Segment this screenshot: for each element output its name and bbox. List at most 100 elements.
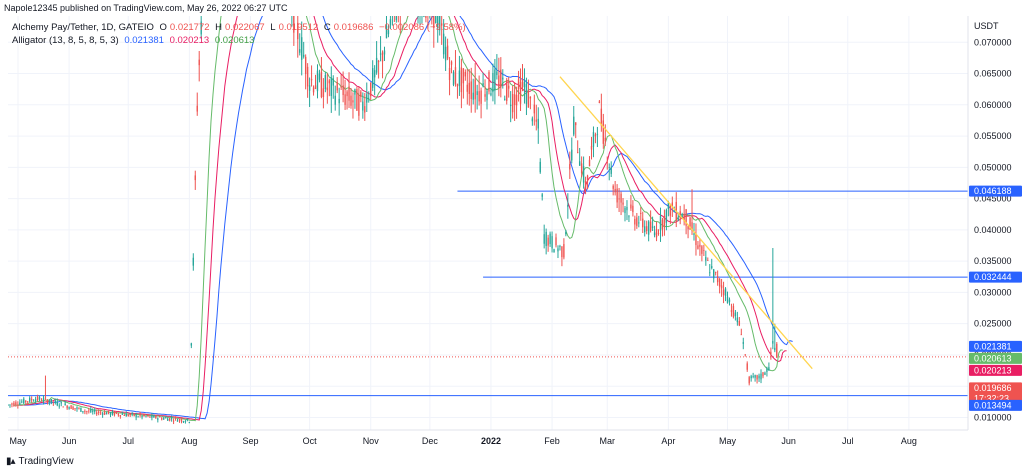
candle-body <box>494 69 496 91</box>
x-tick-label: Nov <box>363 436 380 446</box>
candle-body <box>304 56 307 75</box>
candle-body <box>720 285 723 289</box>
candle-body <box>482 83 484 87</box>
y-tick-label: 0.010000 <box>974 412 1012 422</box>
candle-body <box>671 202 674 208</box>
candle-body <box>649 221 652 231</box>
candle-body <box>549 233 551 244</box>
close-value: 0.019686 <box>333 22 374 33</box>
x-tick-label: Feb <box>544 436 560 446</box>
candle-body <box>728 299 731 302</box>
candle-body <box>74 408 76 409</box>
indicator-name: Alligator (13, 8, 5, 8, 5, 3) <box>12 35 119 46</box>
candle-body <box>705 257 707 261</box>
candle-body <box>383 50 386 55</box>
candle-body <box>722 289 725 296</box>
candle-body <box>446 45 449 59</box>
candle-body <box>64 403 66 406</box>
candle-body <box>653 232 656 236</box>
candle-body <box>13 402 15 406</box>
candle-body <box>133 414 135 416</box>
candle-body <box>647 221 650 235</box>
candle-body <box>636 217 638 226</box>
candle-body <box>604 137 606 142</box>
candle-body <box>80 407 82 412</box>
candle-body <box>442 33 445 55</box>
candle-body <box>638 222 640 224</box>
symbol-label: Alchemy Pay/Tether, 1D, GATEIO <box>12 22 154 33</box>
publish-line: Napole12345 published on TradingView.com… <box>4 3 288 13</box>
candle-body <box>186 418 189 421</box>
candle-body <box>295 8 296 9</box>
y-tick-label: 0.040000 <box>974 225 1012 235</box>
candle-body <box>502 77 504 80</box>
candle-body <box>320 71 323 98</box>
candle-body <box>392 3 393 13</box>
candle-body <box>82 411 84 412</box>
candle-body <box>456 83 459 87</box>
candle-body <box>620 193 622 203</box>
low-value: 0.019512 <box>278 22 319 33</box>
candle-body <box>563 244 565 258</box>
candle-body <box>394 1 395 9</box>
candle-body <box>571 149 573 161</box>
candle-body <box>697 245 699 249</box>
candle-body <box>527 91 530 108</box>
candle-body <box>400 1 401 14</box>
tradingview-brand[interactable]: ▮▴ TradingView <box>6 456 74 467</box>
candle-body <box>480 90 482 104</box>
candle-body <box>476 91 478 95</box>
price-tag-label: 0.013494 <box>974 400 1012 410</box>
candle-body <box>151 415 153 418</box>
candle-body <box>398 0 399 3</box>
horizontal-levels <box>8 190 968 397</box>
candle-body <box>84 411 86 412</box>
candle-body <box>547 237 549 246</box>
candle-body <box>366 94 368 103</box>
x-tick-label: Aug <box>181 436 197 446</box>
candle-body <box>508 85 510 89</box>
candle-body <box>101 413 104 415</box>
indicator-legend[interactable]: Alligator (13, 8, 5, 8, 5, 3) 0.021381 0… <box>12 35 257 46</box>
candle-body <box>15 402 17 406</box>
candle-body <box>68 407 70 409</box>
symbol-legend[interactable]: Alchemy Pay/Tether, 1D, GATEIO O 0.021772… <box>12 22 469 33</box>
candle-body <box>70 405 72 409</box>
candle-body <box>180 419 183 422</box>
candle-body <box>541 194 543 197</box>
candle-body <box>340 86 342 88</box>
candle-body <box>738 321 741 326</box>
x-tick-label: Apr <box>661 436 675 446</box>
price-tag-label: 0.032444 <box>974 272 1012 282</box>
candle-body <box>575 122 577 126</box>
candle-body <box>724 288 727 297</box>
close-label: C <box>323 22 331 33</box>
open-value: 0.021772 <box>169 22 210 33</box>
candle-body <box>468 82 470 94</box>
candle-body <box>736 317 739 323</box>
candle-body <box>586 175 589 180</box>
candle-body <box>131 413 133 415</box>
candle-body <box>742 342 744 344</box>
candle-body <box>143 414 145 416</box>
candle-body <box>693 233 695 235</box>
candle-body <box>592 132 595 147</box>
candle-body <box>624 207 626 214</box>
high-value: 0.022067 <box>225 22 265 33</box>
price-tag <box>969 364 1022 376</box>
candle-body <box>578 161 581 166</box>
candle-body <box>695 233 697 246</box>
candle-body <box>342 85 344 96</box>
candle-body <box>661 219 664 230</box>
candle-body <box>470 81 472 100</box>
candle-body <box>176 420 179 422</box>
candle-body <box>48 401 51 403</box>
candle-body <box>606 161 608 163</box>
candle-body <box>584 181 587 191</box>
candle-body <box>539 161 541 173</box>
candle-body <box>299 49 301 53</box>
candle-body <box>602 120 605 144</box>
candle-body <box>293 16 295 33</box>
candle-body <box>567 204 569 207</box>
